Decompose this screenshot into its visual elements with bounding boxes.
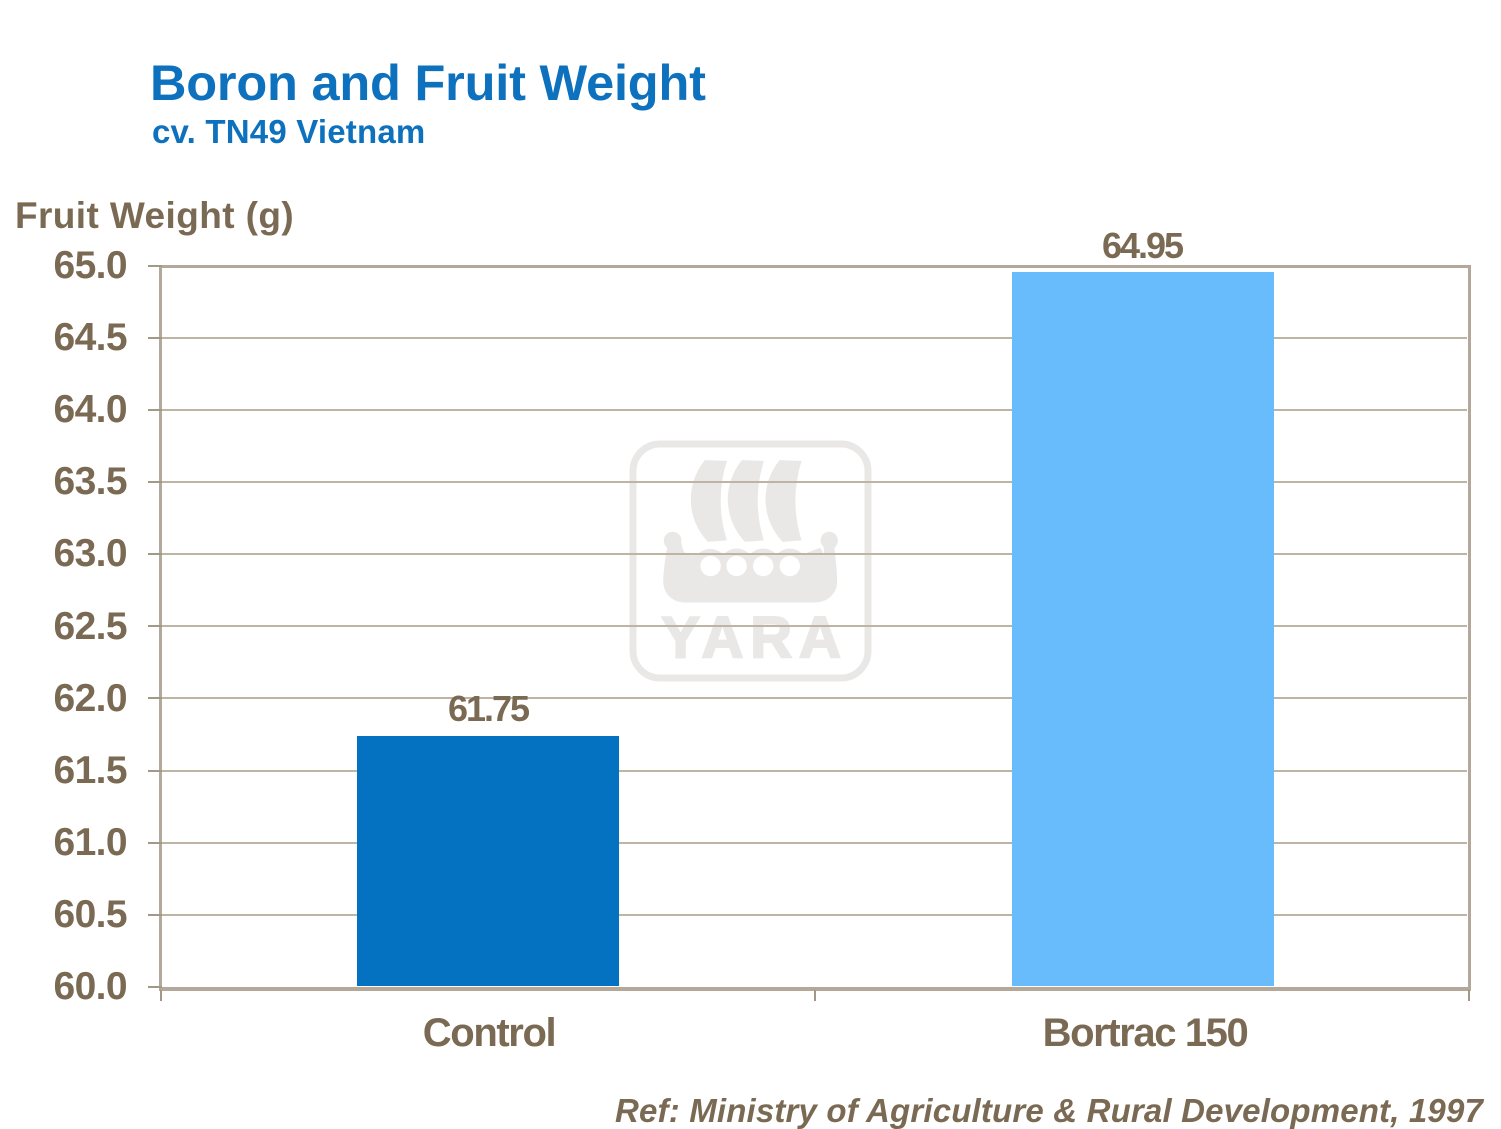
svg-text:YARA: YARA — [661, 606, 848, 671]
